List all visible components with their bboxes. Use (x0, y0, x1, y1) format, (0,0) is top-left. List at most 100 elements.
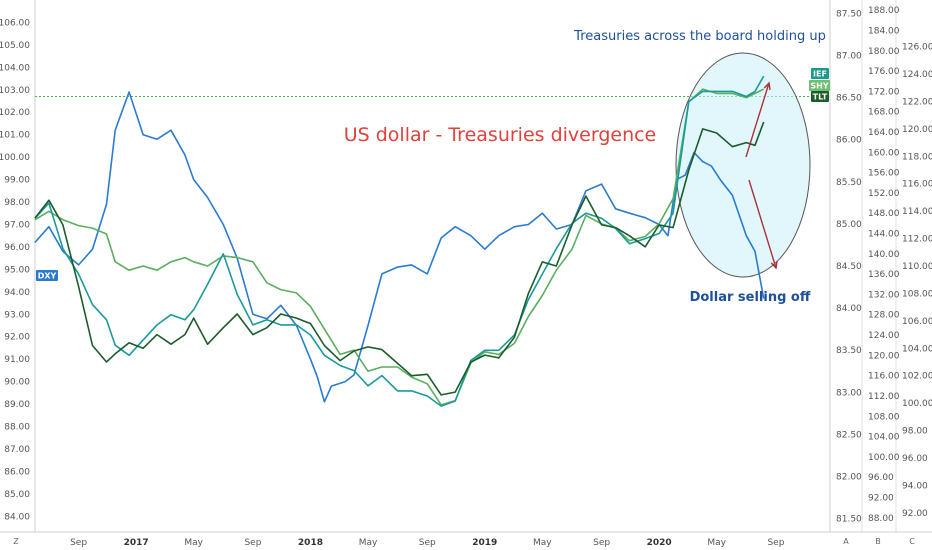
x-tick-label: 2017 (124, 538, 149, 548)
right3-tick-label: 122.00 (902, 97, 932, 107)
left-tick-label: 84.00 (4, 512, 30, 522)
x-tick-label: Sep (593, 538, 610, 548)
left-tick-label: 100.00 (0, 153, 30, 163)
corner-label: C (909, 537, 915, 546)
right1-tick-label: 82.50 (836, 430, 862, 440)
right3-tick-label: 124.00 (902, 70, 932, 80)
right1-tick-label: 82.00 (836, 472, 862, 482)
right1-tick-label: 83.00 (836, 388, 862, 398)
right1-tick-label: 86.50 (836, 94, 862, 104)
x-tick-label: May (184, 538, 203, 548)
left-tick-label: 93.00 (4, 310, 30, 320)
right3-tick-label: 96.00 (902, 454, 928, 464)
badge-shy: SHY (810, 82, 828, 91)
x-tick-label: Sep (419, 538, 436, 548)
left-tick-label: 105.00 (0, 41, 30, 51)
x-axis: Sep 2017 May Sep 2018 May Sep 2019 May Sep 2020 May… (0, 531, 932, 548)
badge-tlt: TLT (813, 93, 828, 102)
left-tick-label: 86.00 (4, 467, 30, 477)
series-line-dxy (34, 91, 765, 403)
badge-layer: IEF SHY TLT DXY (36, 68, 830, 281)
right3-tick-label: 118.00 (902, 152, 932, 162)
left-tick-label: 90.00 (4, 378, 30, 388)
right2-tick-label: 128.00 (868, 311, 900, 321)
badge-dxy-bg (36, 270, 58, 281)
right3-tick-label: 116.00 (902, 180, 932, 190)
right1-tick-label: 83.50 (836, 346, 862, 356)
x-tick-label: 2020 (647, 538, 672, 548)
badge-shy-bg (809, 80, 830, 91)
right3-tick-label: 114.00 (902, 207, 932, 217)
right2-tick-label: 88.00 (868, 514, 894, 524)
right2-tick-label: 176.00 (868, 67, 900, 77)
right1-tick-label: 84.00 (836, 304, 862, 314)
right1-tick-label: 87.50 (836, 9, 862, 19)
x-tick-label: Sep (767, 538, 784, 548)
right2-tick-label: 160.00 (868, 148, 900, 158)
left-tick-label: 97.00 (4, 220, 30, 230)
right2-tick-label: 104.00 (868, 433, 900, 443)
right2-tick-label: 112.00 (868, 392, 900, 402)
right2-tick-label: 180.00 (868, 47, 900, 57)
left-tick-label: 85.00 (4, 490, 30, 500)
right3-tick-label: 126.00 (902, 43, 932, 53)
right2-tick-label: 156.00 (868, 169, 900, 179)
left-tick-label: 102.00 (0, 108, 30, 118)
corner-label: Z (13, 537, 19, 546)
right2-tick-label: 132.00 (868, 290, 900, 300)
corner-label: A (843, 537, 849, 546)
badge-tlt-bg (811, 91, 829, 102)
x-tick-label: 2018 (298, 538, 323, 548)
left-tick-label: 92.00 (4, 333, 30, 343)
right2-tick-label: 120.00 (868, 351, 900, 361)
left-tick-label: 91.00 (4, 355, 30, 365)
left-tick-label: 88.00 (4, 422, 30, 432)
arrow-up-head (763, 81, 771, 91)
right2-tick-label: 144.00 (868, 230, 900, 240)
annotation-dollar: Dollar selling off (690, 290, 811, 305)
right3-tick-label: 92.00 (902, 509, 928, 519)
right3-tick-label: 106.00 (902, 317, 932, 327)
x-tick-label: 2019 (472, 538, 497, 548)
highlight-ellipse (675, 52, 811, 278)
right2-tick-label: 96.00 (868, 473, 894, 483)
left-tick-label: 106.00 (0, 18, 30, 28)
series-layer (34, 75, 765, 407)
right3-tick-label: 112.00 (902, 235, 932, 245)
badge-ief: IEF (813, 70, 827, 79)
right2-tick-label: 164.00 (868, 128, 900, 138)
arrow-down-head (770, 260, 778, 270)
right3-tick-label: 100.00 (902, 399, 932, 409)
badge-ief-bg (811, 68, 829, 79)
right1-tick-label: 86.00 (836, 136, 862, 146)
right1-tick-label: 84.50 (836, 262, 862, 272)
left-tick-label: 98.00 (4, 198, 30, 208)
x-tick-label: Sep (70, 538, 87, 548)
right1-tick-label: 81.50 (836, 515, 862, 525)
x-tick-label: May (359, 538, 378, 548)
left-tick-label: 96.00 (4, 243, 30, 253)
right2-tick-label: 152.00 (868, 189, 900, 199)
left-tick-label: 103.00 (0, 86, 30, 96)
right2-tick-label: 100.00 (868, 453, 900, 463)
right2-tick-label: 168.00 (868, 108, 900, 118)
right3-tick-label: 108.00 (902, 289, 932, 299)
highlight-ellipse-layer (675, 52, 811, 278)
right3-tick-label: 110.00 (902, 262, 932, 272)
arrow-up (745, 82, 770, 158)
right2-tick-label: 140.00 (868, 250, 900, 260)
left-tick-label: 94.00 (4, 288, 30, 298)
right3-tick-label: 94.00 (902, 481, 928, 491)
left-tick-label: 101.00 (0, 131, 30, 141)
right2-tick-label: 116.00 (868, 372, 900, 382)
right2-tick-label: 172.00 (868, 87, 900, 97)
right2-tick-label: 136.00 (868, 270, 900, 280)
right2-tick-label: 148.00 (868, 209, 900, 219)
right3-tick-label: 102.00 (902, 372, 932, 382)
right1-tick-label: 87.00 (836, 52, 862, 62)
right2-tick-label: 92.00 (868, 493, 894, 503)
arrow-down (748, 179, 777, 269)
series-line-ief (34, 88, 765, 406)
right2-tick-label: 184.00 (868, 26, 900, 36)
